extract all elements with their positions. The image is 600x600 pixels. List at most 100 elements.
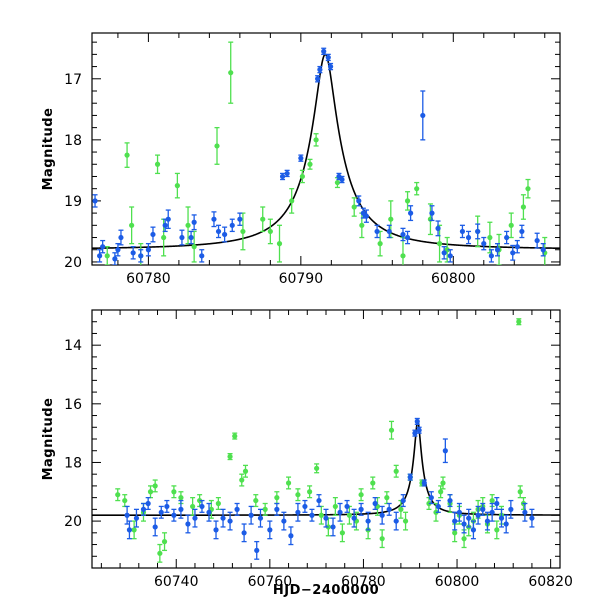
green-data-point	[393, 468, 399, 474]
green-data-point	[307, 161, 313, 167]
blue-data-point	[315, 76, 321, 82]
blue-data-point	[447, 253, 453, 259]
green-data-point	[276, 241, 283, 247]
blue-data-point	[97, 253, 103, 259]
green-data-point	[154, 161, 161, 167]
blue-data-point	[112, 256, 118, 262]
y-tick-label: 18	[64, 133, 82, 149]
green-data-point	[351, 204, 357, 210]
blue-data-point	[321, 48, 327, 54]
blue-data-point	[298, 155, 304, 161]
blue-data-point	[414, 418, 420, 425]
green-data-point	[452, 530, 458, 536]
x-tick-label: 60780	[126, 271, 171, 287]
blue-data-point	[488, 253, 495, 259]
plot-area	[92, 41, 560, 265]
blue-data-point	[461, 521, 467, 527]
green-data-point	[295, 492, 301, 498]
green-series	[104, 41, 548, 265]
blue-data-point	[309, 512, 315, 518]
blue-data-point	[344, 503, 350, 510]
blue-data-point	[489, 509, 495, 515]
y-tick-label: 14	[64, 338, 82, 354]
blue-data-point	[452, 518, 458, 524]
green-data-point	[285, 480, 292, 486]
blue-data-point	[165, 216, 171, 222]
green-data-point	[494, 527, 500, 533]
blue-data-point	[178, 506, 184, 512]
green-data-point	[370, 480, 376, 486]
green-data-point	[227, 453, 233, 460]
green-data-point	[358, 492, 364, 498]
green-data-point	[339, 530, 345, 536]
y-axis-label: Magnitude	[41, 398, 56, 481]
blue-data-point	[412, 430, 418, 436]
x-tick-label: 60760	[248, 574, 293, 590]
blue-data-point	[188, 234, 194, 241]
green-data-point	[414, 186, 420, 192]
bottom-panel-full: 60740 60760 60780 60800 60820 14 16 18 20 Magnitu…	[41, 309, 573, 598]
green-data-point	[314, 465, 320, 471]
blue-data-point	[365, 518, 371, 524]
green-data-point	[313, 137, 319, 143]
blue-data-point	[323, 515, 329, 521]
green-data-point	[147, 489, 154, 495]
green-data-point	[274, 495, 280, 501]
blue-data-point	[508, 506, 514, 512]
blue-data-point	[100, 244, 106, 250]
blue-data-point	[281, 518, 287, 524]
plot-frame	[91, 32, 561, 266]
blue-data-point	[408, 210, 414, 216]
blue-data-point	[138, 253, 144, 259]
x-tick-label: 60800	[435, 574, 480, 590]
green-data-point	[161, 539, 168, 545]
blue-data-point	[199, 503, 205, 510]
x-tick-label: 60820	[528, 574, 573, 590]
blue-data-point	[456, 509, 462, 515]
blue-data-point	[213, 527, 219, 533]
green-data-point	[152, 483, 158, 489]
green-data-point	[402, 518, 409, 524]
green-data-point	[404, 198, 411, 204]
green-data-point	[122, 497, 128, 504]
green-data-point	[129, 222, 135, 228]
green-data-point	[346, 512, 352, 518]
blue-data-point	[363, 213, 369, 219]
green-data-point	[379, 536, 385, 542]
green-data-point	[174, 183, 180, 189]
green-data-point	[440, 480, 446, 486]
blue-data-point	[400, 497, 406, 504]
blue-data-point	[374, 228, 380, 235]
blue-data-point	[152, 524, 158, 530]
blue-data-point	[522, 509, 528, 515]
blue-data-point	[484, 518, 491, 524]
green-data-point	[104, 253, 110, 259]
blue-data-point	[317, 67, 323, 73]
y-tick-label: 18	[64, 455, 82, 471]
green-data-point	[489, 497, 495, 504]
green-data-point	[377, 241, 383, 247]
blue-data-point	[416, 427, 422, 433]
blue-data-point	[254, 547, 260, 554]
blue-data-point	[302, 503, 308, 510]
blue-data-point	[351, 515, 357, 521]
blue-data-point	[118, 234, 124, 241]
blue-data-point	[498, 515, 505, 521]
blue-data-point	[494, 247, 501, 253]
green-data-point	[240, 228, 246, 235]
blue-data-point	[185, 521, 191, 527]
x-tick-label: 60740	[154, 574, 199, 590]
green-data-point	[307, 489, 313, 495]
green-data-point	[267, 228, 273, 235]
green-data-point	[171, 489, 177, 495]
blue-data-point	[470, 527, 477, 533]
blue-data-point	[379, 512, 385, 518]
blue-data-point	[358, 506, 364, 512]
green-data-point	[190, 503, 196, 510]
green-data-point	[239, 477, 245, 483]
green-data-point	[400, 253, 406, 259]
green-data-point	[299, 173, 305, 180]
blue-series	[124, 417, 535, 560]
blue-data-point	[510, 250, 516, 256]
blue-data-point	[466, 515, 472, 521]
